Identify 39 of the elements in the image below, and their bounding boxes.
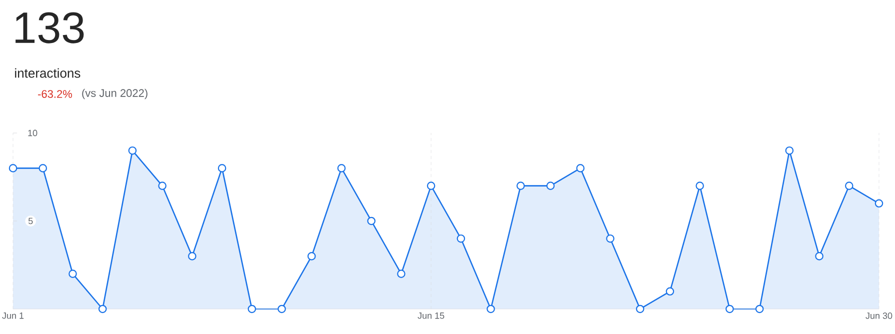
chart-subtitle: interactions (15, 68, 80, 78)
point (188, 252, 196, 260)
point (397, 270, 406, 278)
point (636, 304, 644, 314)
point (755, 304, 764, 314)
x-tick-label: Jun 30 (866, 312, 892, 319)
point (726, 304, 734, 314)
x-tick-label: Jun 15 (418, 312, 444, 319)
point (696, 182, 704, 190)
x-tick-label: Jun 1 (2, 312, 24, 319)
text: -63.2% (38, 90, 72, 98)
point (785, 146, 794, 155)
point (8, 164, 18, 172)
y-tick-label: 10 (28, 130, 38, 136)
point (68, 270, 77, 278)
y-tick-label: 5 (28, 218, 33, 224)
point (666, 287, 674, 296)
point (426, 182, 436, 190)
point (307, 252, 316, 260)
point (367, 216, 376, 226)
point (815, 252, 824, 260)
chart-title: 133 (16, 12, 84, 44)
point (98, 304, 107, 314)
point (337, 164, 346, 172)
point (576, 164, 585, 172)
point (218, 164, 226, 172)
point (158, 182, 166, 190)
point (456, 234, 466, 243)
text: (vs Jun 2022) (82, 88, 148, 100)
point (278, 304, 286, 314)
point (546, 182, 555, 190)
point (486, 304, 495, 314)
point (128, 146, 137, 155)
point (606, 234, 614, 243)
point (516, 182, 525, 190)
point (248, 304, 256, 314)
point (844, 182, 854, 190)
point (874, 199, 884, 208)
point (38, 164, 48, 172)
